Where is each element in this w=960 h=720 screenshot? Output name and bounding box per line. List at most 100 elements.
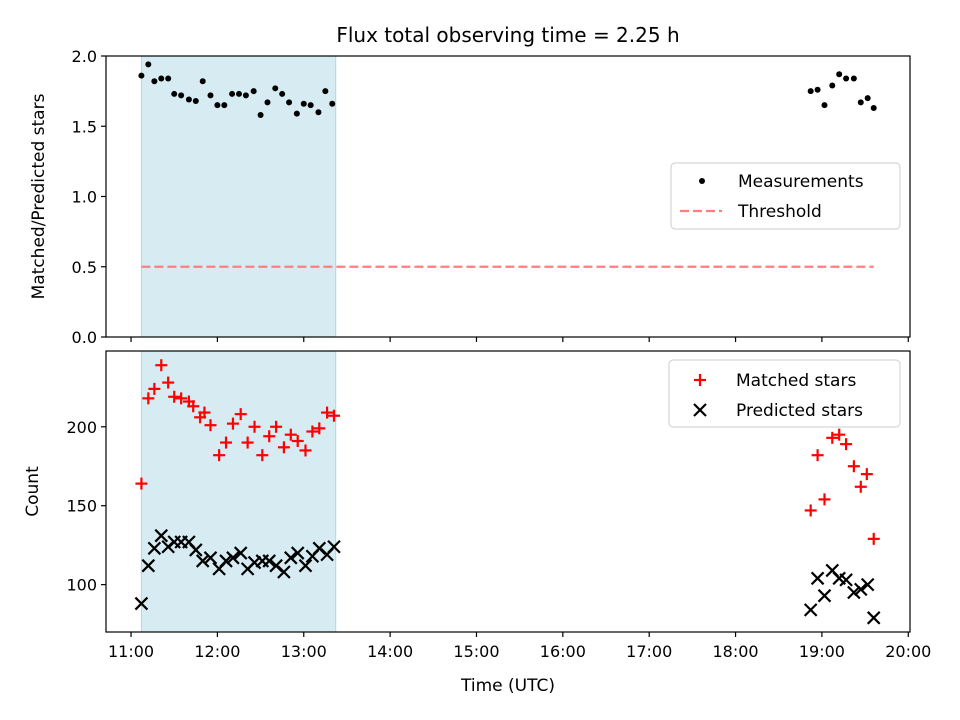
matched-star-point	[213, 449, 226, 462]
matched-star-point	[854, 480, 867, 493]
predicted-star-point	[327, 539, 341, 554]
measurement-point	[870, 104, 877, 111]
matched-star-point	[142, 392, 155, 405]
bottom-xtick-label: 17:00	[626, 642, 672, 661]
measurement-point	[145, 61, 152, 68]
predicted-star-point	[277, 565, 291, 579]
measurement-point	[857, 99, 864, 106]
top-panel: 0.0 0.5 1.0 1.5 2.0 Measurements Threshold	[72, 47, 911, 347]
bottom-xtick-label: 18:00	[713, 642, 759, 661]
x-stroke-2	[832, 571, 846, 586]
x-axis-label: Time (UTC)	[460, 676, 555, 696]
top-ytick-label: 0.0	[72, 328, 97, 347]
x-stroke-2	[860, 577, 875, 592]
matched-star-point	[327, 409, 340, 422]
measurement-point	[242, 92, 249, 99]
predicted-star-point	[262, 554, 276, 568]
matched-star-point	[804, 504, 817, 517]
measurement-point	[192, 97, 199, 104]
top-ytick-label: 1.5	[72, 117, 97, 136]
predicted-star-point	[226, 551, 240, 565]
matched-star-point	[148, 382, 161, 395]
x-stroke-2	[182, 535, 196, 549]
predicted-star-point	[298, 558, 313, 573]
top-shaded-span	[140, 55, 337, 338]
x-stroke-2	[817, 588, 832, 603]
matched-star-point	[162, 376, 175, 389]
top-ytick-label: 1.0	[72, 188, 97, 207]
top-legend-box	[670, 162, 901, 230]
predicted-star-point	[803, 603, 818, 617]
matched-star-point	[248, 420, 261, 433]
bottom-xtick-label: 13:00	[281, 642, 327, 661]
x-stroke-2	[847, 585, 861, 600]
predicted-star-point	[219, 554, 233, 568]
x-stroke-2	[312, 541, 327, 556]
predicted-star-point	[860, 577, 875, 592]
matched-star-point	[277, 441, 290, 454]
x-stroke-2	[147, 541, 162, 556]
matched-star-point	[284, 428, 297, 441]
measurement-point	[229, 90, 236, 97]
measurement-point	[158, 75, 165, 82]
measurement-point	[214, 102, 221, 109]
bottom-legend: Matched stars Predicted stars	[668, 359, 901, 428]
bottom-xtick-label: 19:00	[799, 642, 845, 661]
x-stroke-2	[284, 551, 298, 565]
predicted-star-point	[290, 546, 305, 560]
legend-predicted-marker	[693, 403, 707, 417]
measurement-point	[329, 100, 336, 107]
predicted-star-point	[141, 558, 156, 573]
matched-star-point	[241, 436, 254, 449]
measurement-point	[864, 95, 871, 102]
measurement-point	[836, 71, 843, 78]
matched-star-point	[860, 468, 873, 481]
matched-star-point	[263, 430, 276, 443]
x-stroke-2	[195, 554, 210, 568]
x-stroke-2	[189, 543, 203, 557]
bottom-panel: 100 150 200 11:00 12:00 13:00 14:00 15:00 16:00 1…	[66, 350, 931, 661]
top-y-axis-label: Matched/Predicted stars	[29, 93, 49, 299]
top-ytick-label: 2.0	[72, 47, 97, 66]
measurement-point	[165, 75, 172, 82]
measurement-point	[171, 90, 178, 97]
measurement-point	[178, 92, 185, 99]
predicted-star-point	[147, 541, 162, 556]
matched-star-point	[291, 434, 304, 447]
bottom-ytick-label: 100	[66, 576, 97, 595]
measurement-point	[322, 88, 329, 95]
measurement-point	[807, 88, 814, 95]
matched-star-point	[833, 428, 846, 441]
x-stroke-2	[277, 565, 291, 579]
matched-star-point	[306, 425, 319, 438]
matched-star-point	[187, 400, 200, 413]
bottom-xtick-label: 11:00	[108, 642, 154, 661]
predicted-star-point	[284, 551, 298, 565]
measurement-point	[821, 102, 828, 109]
matched-star-point	[198, 406, 211, 419]
bottom-axes-frame	[105, 350, 911, 633]
chart-title: Flux total observing time = 2.25 h	[336, 23, 679, 47]
measurement-point	[199, 78, 206, 85]
matched-star-point	[321, 406, 334, 419]
predicted-star-point	[195, 554, 210, 568]
matched-star-point	[226, 417, 239, 430]
bottom-y-axis-label: Count	[23, 466, 43, 517]
measurement-point	[264, 99, 271, 106]
matched-star-point	[826, 431, 839, 444]
predicted-star-point	[866, 611, 881, 625]
bottom-ytick-label: 150	[66, 497, 97, 516]
x-stroke-2	[141, 558, 156, 573]
legend-measurements-marker	[699, 178, 705, 184]
predicted-star-point	[817, 588, 832, 603]
measurement-point	[138, 72, 145, 79]
x-stroke-2	[226, 551, 240, 565]
measurement-point	[286, 99, 293, 106]
x-stroke-2	[290, 546, 305, 560]
measurement-point	[829, 82, 836, 89]
measurement-point	[850, 75, 857, 82]
matched-star-point	[234, 408, 247, 421]
x-stroke-2	[810, 571, 825, 586]
x-stroke-2	[219, 554, 233, 568]
